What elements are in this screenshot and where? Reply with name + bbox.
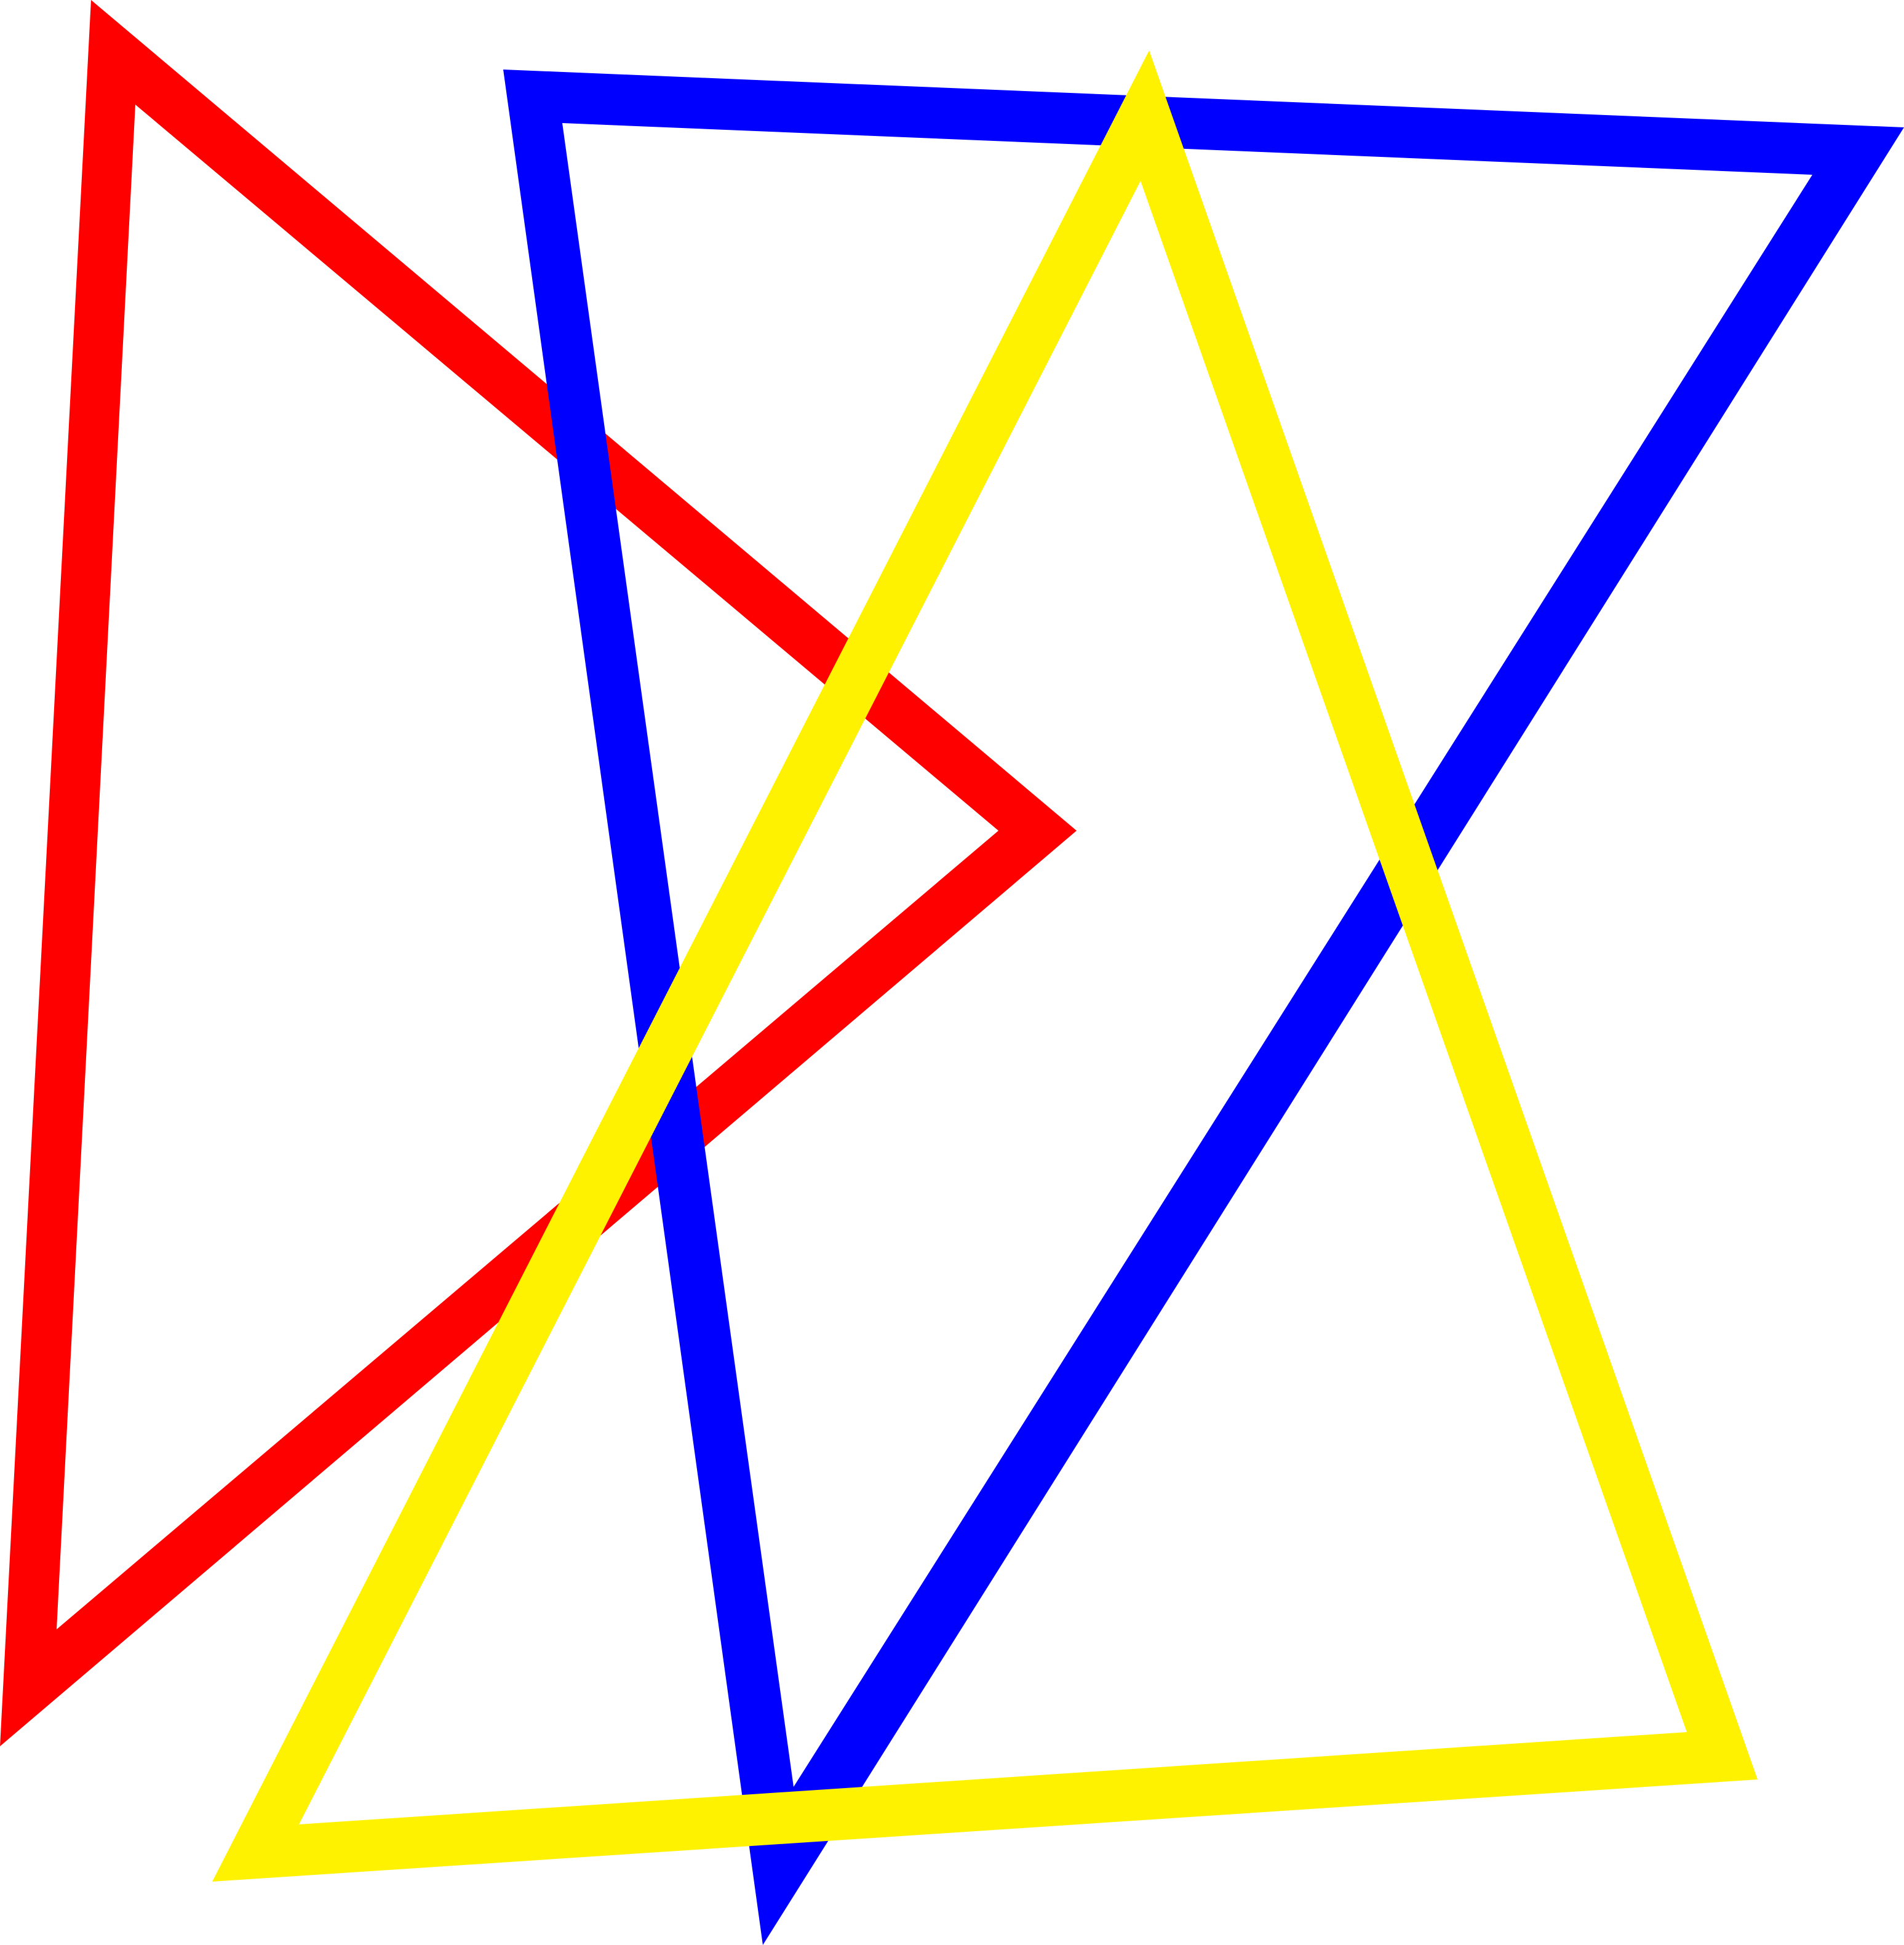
red-triangle — [0, 0, 1077, 1746]
yellow-triangle — [212, 50, 1758, 1882]
blue-triangle — [503, 70, 1904, 1945]
